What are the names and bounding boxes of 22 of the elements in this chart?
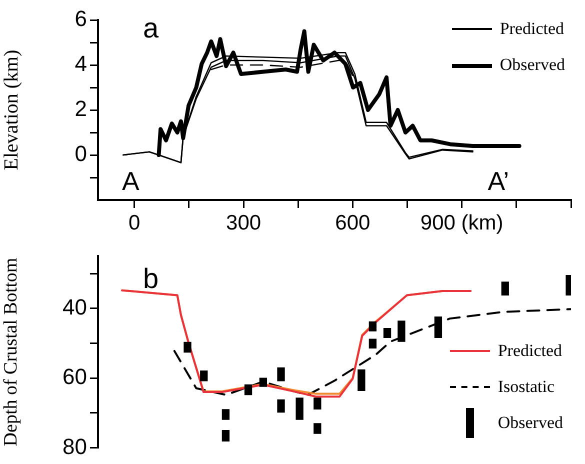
x-tick-label: 300 — [226, 211, 262, 234]
legend-label: Predicted — [498, 341, 562, 361]
annotation: A’ — [488, 166, 509, 196]
legend-label: Isostatic — [498, 377, 554, 397]
y-tick-label: 6 — [74, 6, 87, 32]
x-tick-label: 0 — [128, 211, 140, 234]
y-tick-label: 2 — [74, 96, 87, 122]
annotation: A — [122, 166, 140, 196]
y-tick-label: 80 — [62, 434, 87, 459]
y-tick-label: 40 — [62, 294, 87, 320]
legend-label: Observed — [500, 55, 565, 75]
y-tick-label: 4 — [74, 51, 87, 76]
x-tick-label: 900 (km) — [420, 211, 504, 234]
y-axis-title: Depth of Crustal Bottom — [0, 258, 22, 446]
chart-title: b — [143, 262, 159, 294]
legend-label: Observed — [498, 413, 563, 433]
y-tick-label: 0 — [74, 141, 87, 166]
x-tick-label: 600 — [335, 211, 370, 234]
y-tick-label: 60 — [62, 364, 87, 390]
y-axis-title: Elevation (km) — [0, 50, 22, 170]
chart-title: a — [143, 12, 159, 44]
legend-label: Predicted — [500, 19, 564, 39]
